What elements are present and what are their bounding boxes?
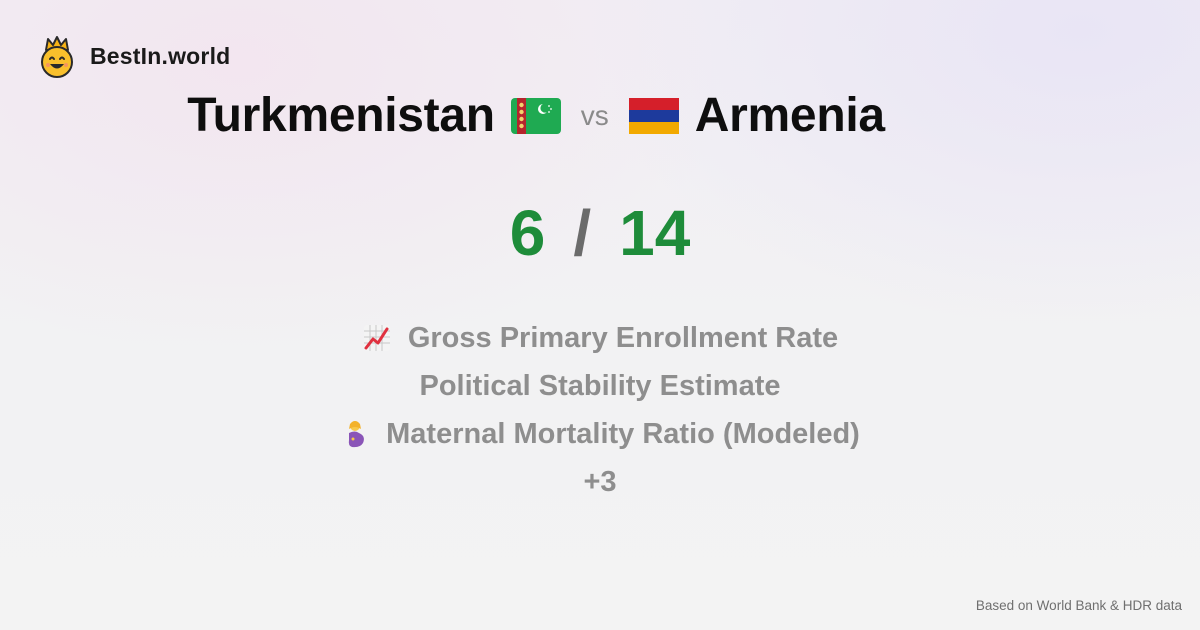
pregnant-woman-icon — [348, 421, 365, 448]
more-metrics-link[interactable]: +3 — [583, 465, 617, 498]
score-country-a: 6 — [509, 197, 546, 269]
brand-name: BestIn.world — [90, 42, 231, 69]
metric-label: Maternal Mortality Ratio (Modeled) — [386, 417, 860, 450]
metric-item[interactable]: Maternal Mortality Ratio (Modeled) — [340, 410, 860, 458]
country-a-name[interactable]: Turkmenistan — [187, 89, 495, 142]
metric-item[interactable]: Political Stability Estimate — [420, 362, 781, 410]
brand[interactable]: BestIn.world — [38, 34, 230, 78]
score-country-b: 14 — [619, 197, 691, 269]
armenia-flag-icon — [628, 97, 679, 134]
comparison-title: Turkmenistan vs Armenia — [0, 88, 1072, 143]
metric-item[interactable]: Gross Primary Enrollment Rate — [362, 314, 838, 362]
vs-label: vs — [580, 99, 609, 131]
score-separator: / — [573, 197, 592, 269]
turkmenistan-flag-icon — [510, 97, 561, 134]
crowned-smiley-icon — [41, 36, 73, 78]
score: 6 / 14 — [0, 196, 1200, 270]
country-b-name[interactable]: Armenia — [694, 89, 885, 142]
chart-increasing-icon — [363, 325, 390, 351]
data-source-note: Based on World Bank & HDR data — [975, 598, 1182, 613]
metric-label: Political Stability Estimate — [419, 369, 781, 402]
metric-label: Gross Primary Enrollment Rate — [407, 321, 839, 354]
metric-list: Gross Primary Enrollment Rate Political … — [0, 314, 1200, 506]
